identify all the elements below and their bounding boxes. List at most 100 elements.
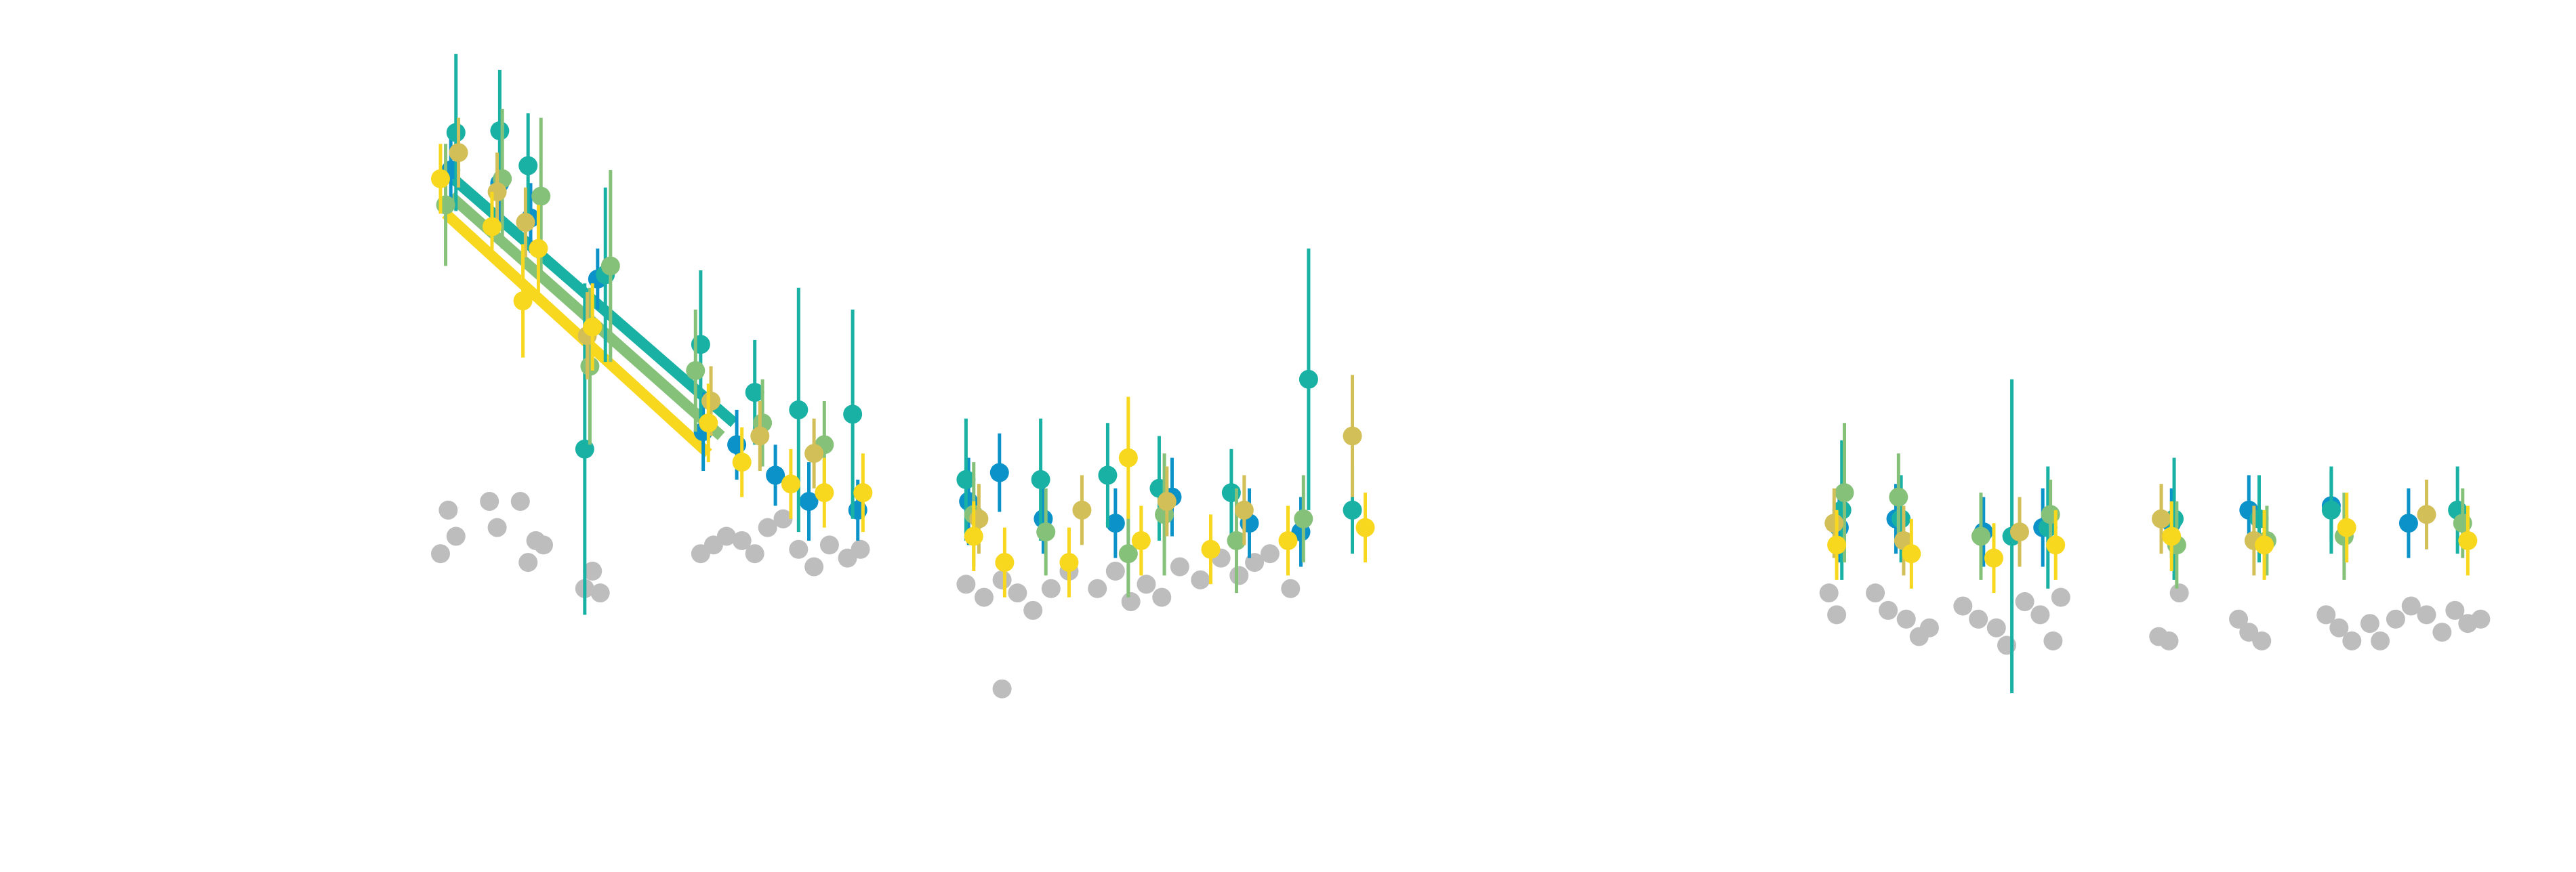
excluded-point <box>518 553 538 573</box>
data-point <box>1105 514 1125 533</box>
data-point <box>1234 500 1254 520</box>
excluded-point <box>789 539 809 559</box>
excluded-point <box>851 539 870 559</box>
excluded-point <box>2030 605 2050 625</box>
data-point <box>1157 492 1177 512</box>
excluded-point <box>446 526 466 546</box>
excluded-point <box>1986 618 2006 638</box>
data-point <box>1098 465 1118 485</box>
data-point <box>1902 544 1921 564</box>
data-point <box>2046 535 2066 555</box>
excluded-point <box>480 492 499 512</box>
data-point <box>1827 535 1847 555</box>
excluded-point <box>1866 583 1885 603</box>
excluded-point <box>1819 583 1839 603</box>
excluded-point <box>992 679 1012 699</box>
excluded-point <box>1919 618 1939 638</box>
data-point <box>1835 483 1854 503</box>
excluded-point <box>1041 579 1061 598</box>
excluded-point <box>2445 600 2465 620</box>
excluded-point <box>487 518 507 537</box>
data-point <box>1118 448 1138 468</box>
data-point <box>1343 426 1362 446</box>
data-point <box>2337 518 2356 537</box>
data-point <box>956 470 976 489</box>
excluded-point <box>2386 609 2405 629</box>
data-point <box>2321 500 2341 520</box>
data-point <box>843 404 863 424</box>
excluded-point <box>1170 557 1189 577</box>
data-point <box>699 413 718 433</box>
excluded-point <box>804 557 824 577</box>
data-point <box>853 483 873 503</box>
data-point <box>1131 531 1151 550</box>
excluded-point <box>2252 631 2272 650</box>
data-point <box>600 256 620 276</box>
data-point <box>1278 531 1298 550</box>
data-point <box>2458 531 2478 550</box>
data-point <box>745 383 764 402</box>
data-point <box>449 143 468 163</box>
data-point <box>1031 470 1050 489</box>
data-point <box>789 400 809 419</box>
excluded-points <box>430 492 2491 699</box>
data-point <box>1824 514 1844 533</box>
excluded-point <box>1969 609 1988 629</box>
data-point <box>781 474 800 494</box>
data-point <box>482 217 502 236</box>
excluded-point <box>2417 605 2436 625</box>
data-point <box>1343 500 1362 520</box>
excluded-point <box>430 544 450 564</box>
excluded-point <box>2015 592 2035 612</box>
excluded-point <box>1152 587 1172 607</box>
data-point <box>513 291 533 311</box>
excluded-point <box>2360 614 2379 634</box>
excluded-point <box>2371 631 2390 650</box>
series-1 <box>441 135 2418 567</box>
excluded-point <box>1191 570 1210 589</box>
data-point <box>1892 509 1911 528</box>
data-point <box>1294 509 1313 528</box>
data-point <box>1971 526 1990 546</box>
data-point <box>1036 522 1056 542</box>
excluded-point <box>2401 596 2421 616</box>
excluded-point <box>1121 592 1141 612</box>
fit-line-3 <box>442 209 712 458</box>
excluded-point <box>992 570 1012 589</box>
excluded-point <box>1260 544 1280 564</box>
data-point <box>1059 553 1079 573</box>
excluded-point <box>590 583 610 603</box>
excluded-point <box>2043 631 2063 650</box>
data-series <box>430 54 2478 694</box>
data-point <box>815 483 834 503</box>
excluded-point <box>1229 566 1249 585</box>
data-point <box>2152 509 2171 528</box>
data-point <box>1201 539 1221 559</box>
data-point <box>804 444 824 463</box>
data-point <box>766 465 785 485</box>
data-point <box>686 360 706 380</box>
data-point <box>430 169 450 188</box>
data-point <box>580 356 600 376</box>
data-point <box>2255 535 2274 555</box>
excluded-point <box>974 587 994 607</box>
data-point <box>583 317 602 337</box>
data-point <box>2162 526 2182 546</box>
data-point <box>1355 518 1375 537</box>
excluded-point <box>1088 579 1107 598</box>
excluded-point <box>583 561 602 581</box>
data-point <box>518 156 538 175</box>
excluded-point <box>819 535 839 555</box>
data-point <box>989 463 1009 482</box>
excluded-point <box>2342 631 2362 650</box>
data-point <box>490 121 510 141</box>
series-2 <box>446 54 2468 694</box>
excluded-point <box>438 500 458 520</box>
excluded-point <box>534 535 554 555</box>
excluded-point <box>2329 618 2349 638</box>
excluded-point <box>1953 596 1973 616</box>
excluded-point <box>2051 587 2070 607</box>
data-point <box>2398 514 2418 533</box>
